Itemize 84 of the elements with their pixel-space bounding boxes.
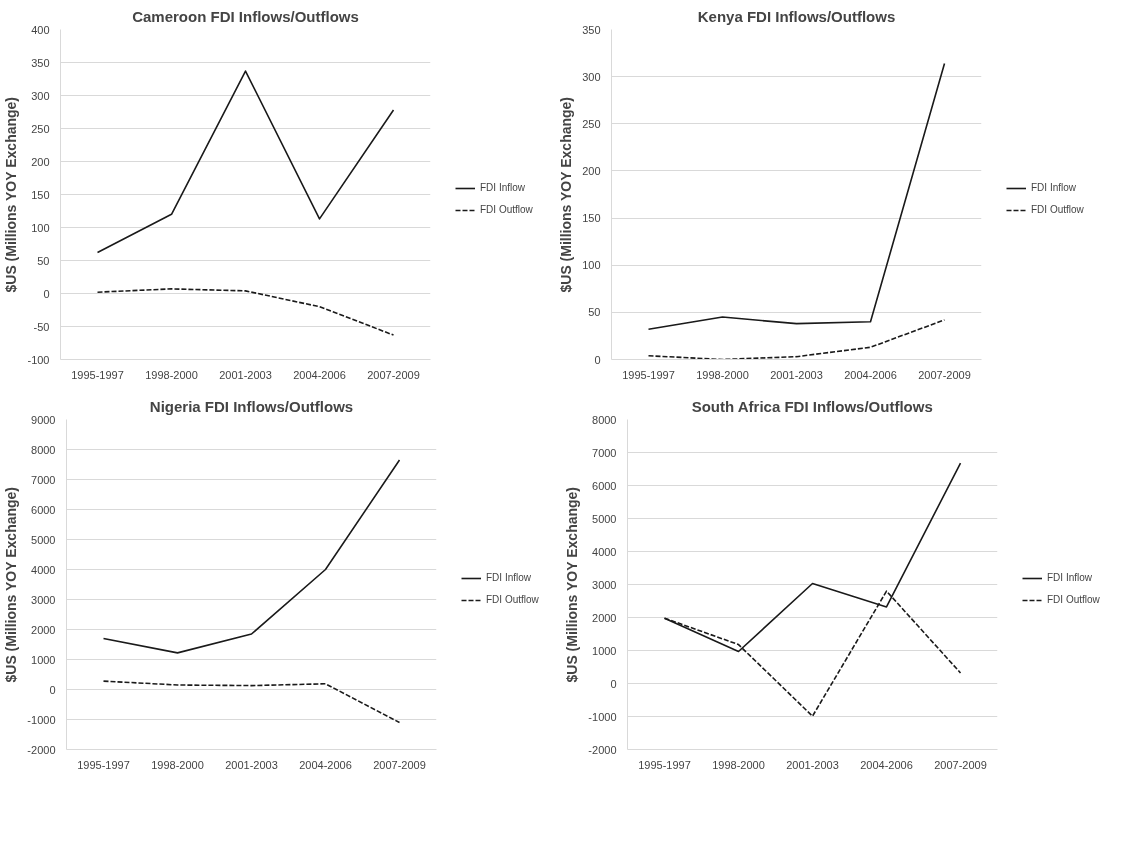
y-tick-label: 400 [31, 23, 50, 36]
x-tick-label: 1995-1997 [622, 368, 675, 381]
line-series [102, 680, 401, 724]
y-tick-label: 9000 [31, 413, 56, 426]
line-series [647, 62, 946, 331]
x-tick-label: 2007-2009 [367, 368, 420, 381]
y-tick-label: 250 [31, 122, 50, 135]
y-tick-label: 3000 [592, 578, 617, 591]
line-series [102, 459, 401, 654]
x-tick-label: 2007-2009 [373, 758, 426, 771]
y-tick-label: 0 [610, 677, 617, 690]
x-tick-label: 1998-2000 [712, 758, 765, 771]
y-tick-label: 7000 [592, 446, 617, 459]
y-tick-label: 5000 [31, 533, 56, 546]
legend-label: FDI Inflow [486, 572, 532, 583]
y-tick-label: 2000 [31, 623, 56, 636]
y-tick-label: 200 [31, 155, 50, 168]
legend-label: FDI Inflow [1031, 182, 1077, 193]
y-tick-label: 5000 [592, 512, 617, 525]
x-tick-label: 1998-2000 [151, 758, 204, 771]
y-tick-label: -1000 [588, 710, 617, 723]
y-tick-label: 0 [49, 683, 56, 696]
x-tick-label: 1998-2000 [145, 368, 198, 381]
y-tick-label: 50 [37, 254, 50, 267]
y-tick-label: 1000 [31, 653, 56, 666]
legend-label: FDI Outflow [486, 594, 539, 605]
y-tick-label: 350 [31, 56, 50, 69]
y-axis-title: $US (Millions YOY Exchange) [3, 96, 20, 293]
legend-label: FDI Inflow [480, 182, 526, 193]
x-tick-label: 1998-2000 [696, 368, 749, 381]
x-tick-label: 2007-2009 [918, 368, 971, 381]
x-tick-label: 2004-2006 [293, 368, 346, 381]
x-tick-label: 2001-2003 [225, 758, 278, 771]
legend-label: FDI Outflow [1047, 594, 1100, 605]
y-tick-label: 50 [588, 306, 601, 319]
chart-title: Nigeria FDI Inflows/Outflows [149, 397, 354, 415]
y-axis-title: $US (Millions YOY Exchange) [3, 486, 20, 683]
y-tick-label: 100 [582, 259, 601, 272]
y-tick-label: 100 [31, 221, 50, 234]
line-series [96, 288, 395, 336]
y-tick-label: -2000 [588, 743, 617, 756]
y-tick-label: 6000 [592, 479, 617, 492]
y-tick-label: 2000 [592, 611, 617, 624]
legend-label: FDI Outflow [480, 204, 533, 215]
y-tick-label: -50 [33, 320, 50, 333]
y-tick-label: 300 [31, 89, 50, 102]
y-tick-label: 300 [582, 70, 601, 83]
y-tick-label: 8000 [31, 443, 56, 456]
x-tick-label: 2004-2006 [299, 758, 352, 771]
y-tick-label: 150 [582, 212, 601, 225]
x-tick-label: 2001-2003 [786, 758, 839, 771]
y-tick-label: 1000 [592, 644, 617, 657]
y-tick-label: 7000 [31, 473, 56, 486]
chart-title: Cameroon FDI Inflows/Outflows [132, 7, 359, 25]
x-tick-label: 1995-1997 [638, 758, 691, 771]
y-tick-label: 150 [31, 188, 50, 201]
x-tick-label: 1995-1997 [71, 368, 124, 381]
x-tick-label: 2004-2006 [860, 758, 913, 771]
y-tick-label: 4000 [31, 563, 56, 576]
y-tick-label: -100 [27, 353, 50, 366]
legend-label: FDI Inflow [1047, 572, 1093, 583]
legend-label: FDI Outflow [1031, 204, 1084, 215]
y-tick-label: 200 [582, 164, 601, 177]
x-tick-label: 2001-2003 [219, 368, 272, 381]
y-tick-label: 250 [582, 117, 601, 130]
y-tick-label: 0 [43, 287, 50, 300]
y-tick-label: 3000 [31, 593, 56, 606]
x-tick-label: 2001-2003 [770, 368, 823, 381]
y-tick-label: 350 [582, 23, 601, 36]
chart-title: Kenya FDI Inflows/Outflows [697, 7, 896, 25]
y-tick-label: 8000 [592, 413, 617, 426]
line-series [647, 319, 946, 360]
line-series [96, 70, 395, 254]
y-axis-title: $US (Millions YOY Exchange) [564, 486, 581, 683]
y-tick-label: 6000 [31, 503, 56, 516]
y-tick-label: -2000 [27, 743, 56, 756]
y-tick-label: 4000 [592, 545, 617, 558]
y-tick-label: -1000 [27, 713, 56, 726]
y-axis-title: $US (Millions YOY Exchange) [558, 96, 575, 293]
x-tick-label: 2004-2006 [844, 368, 897, 381]
x-tick-label: 1995-1997 [77, 758, 130, 771]
y-tick-label: 0 [594, 353, 601, 366]
x-tick-label: 2007-2009 [934, 758, 987, 771]
chart-title: South Africa FDI Inflows/Outflows [691, 397, 933, 415]
